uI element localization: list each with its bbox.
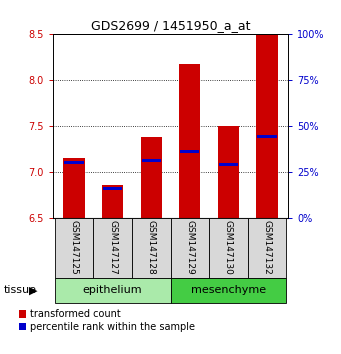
Bar: [63, 158, 85, 218]
Text: GSM147129: GSM147129: [185, 221, 194, 275]
Bar: [170, 218, 209, 278]
Bar: [219, 163, 238, 166]
Bar: [248, 218, 286, 278]
Text: mesenchyme: mesenchyme: [191, 285, 266, 295]
Text: ▶: ▶: [29, 285, 38, 295]
Bar: [209, 218, 248, 278]
Text: GSM147125: GSM147125: [70, 221, 78, 275]
Bar: [257, 135, 277, 138]
Text: epithelium: epithelium: [83, 285, 143, 295]
Legend: transformed count, percentile rank within the sample: transformed count, percentile rank withi…: [18, 309, 195, 332]
Bar: [170, 278, 286, 303]
Bar: [180, 150, 199, 153]
Text: GSM147127: GSM147127: [108, 221, 117, 275]
Bar: [218, 126, 239, 218]
Text: GSM147130: GSM147130: [224, 220, 233, 275]
Bar: [55, 278, 170, 303]
Bar: [64, 161, 84, 164]
Bar: [55, 218, 93, 278]
Text: GSM147128: GSM147128: [147, 221, 156, 275]
Bar: [103, 187, 122, 190]
Bar: [132, 218, 170, 278]
Bar: [142, 159, 161, 162]
Bar: [102, 185, 123, 218]
Bar: [256, 34, 278, 218]
Text: GSM147132: GSM147132: [263, 221, 271, 275]
Bar: [93, 218, 132, 278]
Bar: [179, 64, 201, 218]
Title: GDS2699 / 1451950_a_at: GDS2699 / 1451950_a_at: [91, 19, 250, 33]
Bar: [140, 137, 162, 218]
Text: tissue: tissue: [3, 285, 36, 295]
